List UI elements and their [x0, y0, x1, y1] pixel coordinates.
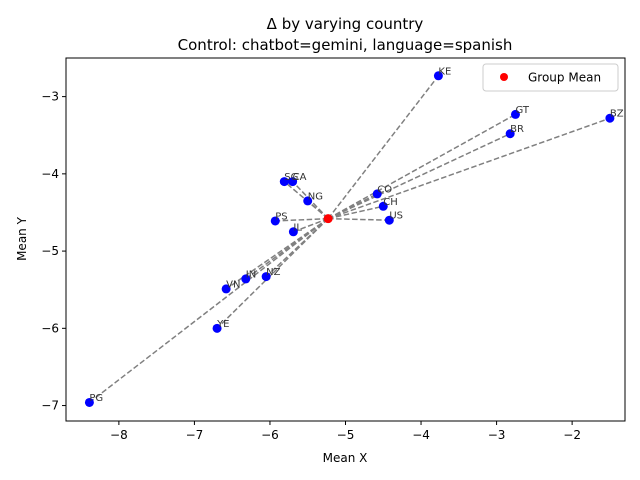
chart-title: Δ by varying country [267, 15, 424, 33]
point-label-vn: VN [226, 279, 240, 290]
connector-line-pg [88, 218, 329, 404]
connector-line-nz [265, 218, 329, 278]
y-tick-label: −5 [41, 244, 59, 258]
data-point-sg [279, 177, 289, 187]
connector-line-us [328, 217, 390, 221]
data-points [84, 71, 615, 407]
connector-line-br [327, 133, 511, 220]
data-point-gt [510, 109, 520, 119]
connector-line-vn [225, 218, 329, 290]
legend-label-group-mean: Group Mean [528, 71, 601, 85]
x-tick-label: −3 [488, 428, 506, 442]
x-axis-label: Mean X [323, 451, 368, 465]
point-label-ye: YE [216, 319, 229, 330]
legend-marker-group-mean [500, 73, 508, 81]
x-tick-label: −5 [337, 428, 355, 442]
chart-subtitle: Control: chatbot=gemini, language=spanis… [178, 36, 513, 54]
data-point-ps [270, 216, 280, 226]
point-label-ke: KE [438, 66, 451, 77]
legend: Group Mean [482, 63, 619, 92]
data-point-il [288, 227, 298, 237]
point-label-sg: SG [284, 172, 298, 183]
point-label-ps: PS [275, 211, 287, 222]
data-point-ca [288, 177, 298, 187]
connector-line-gt [327, 113, 516, 220]
point-label-in: IN [246, 269, 256, 280]
connector-line-ch [327, 205, 384, 220]
data-point-ye [212, 323, 222, 333]
data-point-in [241, 274, 251, 284]
y-tick-label: −7 [41, 399, 59, 413]
x-tick-label: −7 [186, 428, 204, 442]
connector-line-ye [216, 218, 329, 329]
data-point-ke [433, 71, 443, 81]
data-point-co [372, 189, 382, 199]
point-label-bz: BZ [610, 109, 624, 120]
y-axis-label: Mean Y [15, 216, 29, 261]
legend-box [482, 63, 619, 92]
plot-frame [65, 57, 626, 422]
connector-line-ng [307, 200, 329, 220]
connector-line-bz [327, 117, 611, 220]
point-label-nz: NZ [266, 267, 280, 278]
point-label-us: US [389, 211, 403, 222]
point-label-il: IL [293, 222, 302, 233]
point-label-ch: CH [383, 197, 398, 208]
group-mean-point [323, 214, 333, 224]
y-tick-label: −6 [41, 321, 59, 335]
data-point-ch [378, 201, 388, 211]
x-tick-label: −6 [261, 428, 279, 442]
data-point-pg [84, 397, 94, 407]
point-label-co: CO [377, 184, 392, 195]
point-label-ng: NG [308, 191, 323, 202]
connector-line-co [327, 193, 378, 220]
data-point-br [505, 129, 515, 139]
y-tick-label: −4 [41, 167, 59, 181]
point-label-ca: CA [293, 172, 307, 183]
point-label-br: BR [510, 124, 524, 135]
x-tick-label: −4 [412, 428, 430, 442]
data-point-us [384, 215, 394, 225]
connector-lines [88, 75, 611, 404]
data-point-vn [221, 284, 231, 294]
x-tick-label: −8 [110, 428, 128, 442]
y-tick-label: −3 [41, 90, 59, 104]
y-axis-ticks: −7 −6 −5 −4 −3 [41, 90, 66, 413]
data-point-nz [261, 272, 271, 282]
point-label-gt: GT [515, 105, 529, 116]
connector-line-ps [275, 217, 329, 222]
x-tick-label: −2 [563, 428, 581, 442]
connector-line-il [293, 217, 329, 233]
point-label-pg: PG [89, 393, 103, 404]
x-axis-ticks: −8 −7 −6 −5 −4 −3 −2 [110, 421, 581, 442]
connector-line-in [245, 218, 329, 280]
data-point-bz [605, 113, 615, 123]
data-point-ng [303, 196, 313, 206]
connector-line-ke [327, 75, 440, 220]
